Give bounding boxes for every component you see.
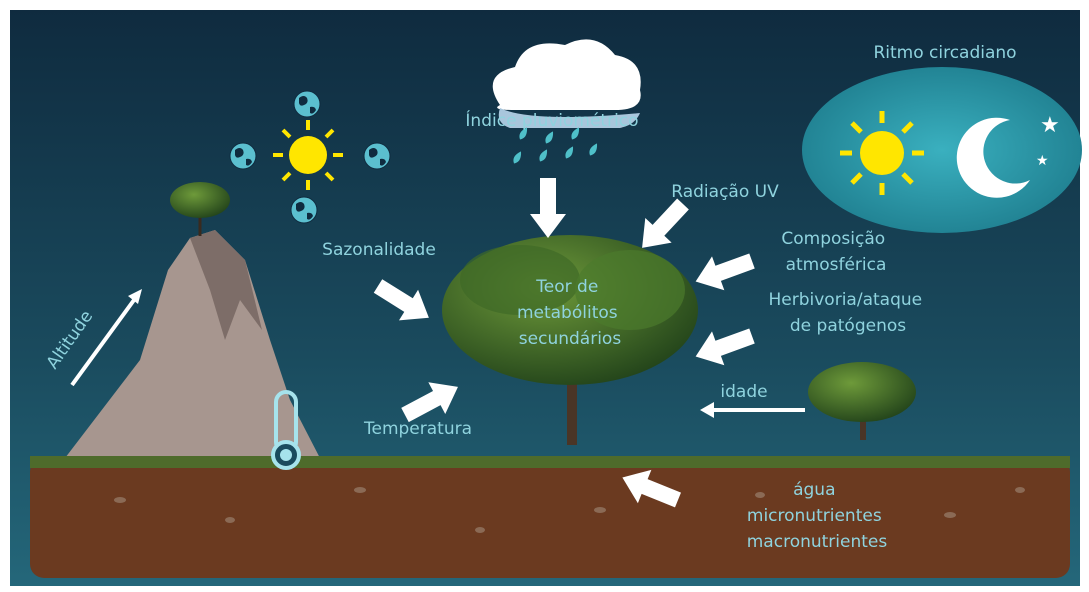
- mountain-shade: [190, 230, 262, 340]
- cloud: [492, 39, 641, 110]
- cloud-shade: [498, 108, 640, 128]
- soil-label: água micronutrientes macronutrientes: [747, 480, 888, 552]
- label: Ritmo circadiano: [873, 43, 1016, 63]
- main-tree: [442, 235, 698, 445]
- label: Radiação UV: [671, 182, 779, 202]
- globe: [229, 142, 257, 170]
- moon: [956, 117, 1030, 198]
- label: Composição atmosférica: [781, 229, 890, 275]
- label: Herbivoria/ataque de patógenos: [769, 290, 928, 336]
- age-arrow: [700, 402, 805, 418]
- soil: [30, 458, 1070, 578]
- center-label: Teor de metabólitos secundários: [517, 277, 623, 349]
- label: Sazonalidade: [322, 240, 436, 260]
- stones: [114, 487, 1025, 533]
- grass: [30, 456, 1070, 468]
- young-tree: [808, 362, 916, 440]
- label: idade: [720, 382, 767, 402]
- globe: [363, 142, 391, 170]
- circadian-panel: [802, 67, 1082, 233]
- season-sun: [273, 120, 343, 190]
- altitude-arrow: [70, 289, 142, 387]
- star: ★: [1040, 113, 1060, 138]
- label: Temperatura: [363, 419, 472, 439]
- star: ★: [1036, 153, 1049, 169]
- mountain: [62, 230, 322, 462]
- thermometer: [271, 390, 301, 470]
- globe: [293, 90, 321, 118]
- mountain-tree: [170, 182, 230, 236]
- label: Índice pluviométrico: [465, 109, 638, 131]
- sun: [840, 111, 924, 195]
- globe: [290, 196, 318, 224]
